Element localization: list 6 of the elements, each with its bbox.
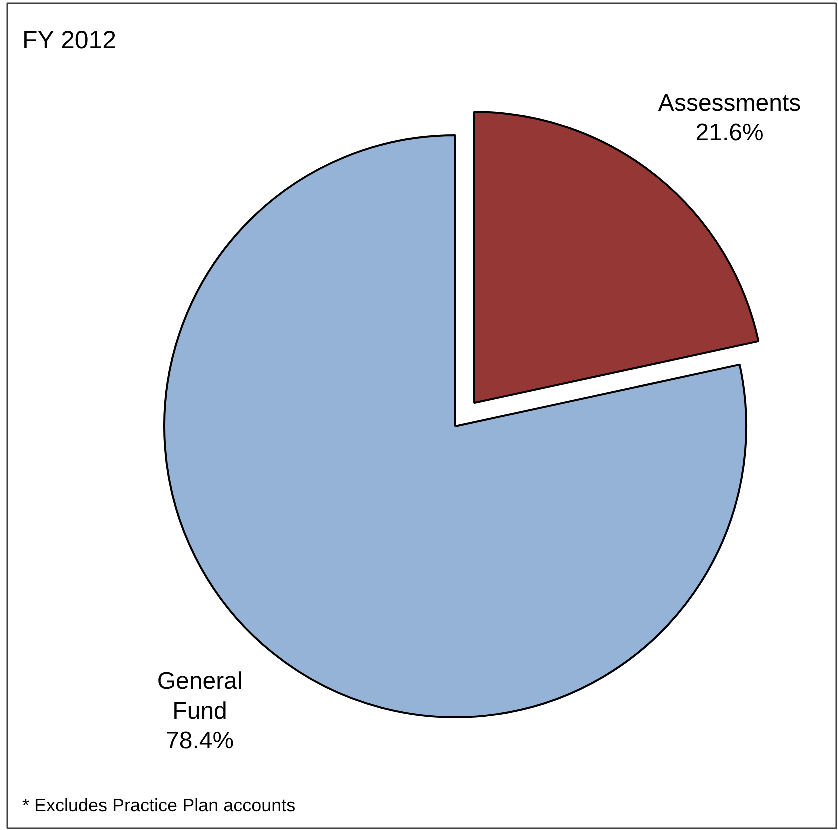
data-label: 21.6%	[696, 120, 764, 147]
data-label: 78.4%	[166, 728, 234, 755]
slice-label: Assessments	[658, 90, 802, 117]
slice-label: General Fund	[157, 668, 243, 725]
text: * Excludes Practice Plan accounts	[22, 796, 296, 816]
chart-title: FY 2012	[22, 26, 117, 54]
